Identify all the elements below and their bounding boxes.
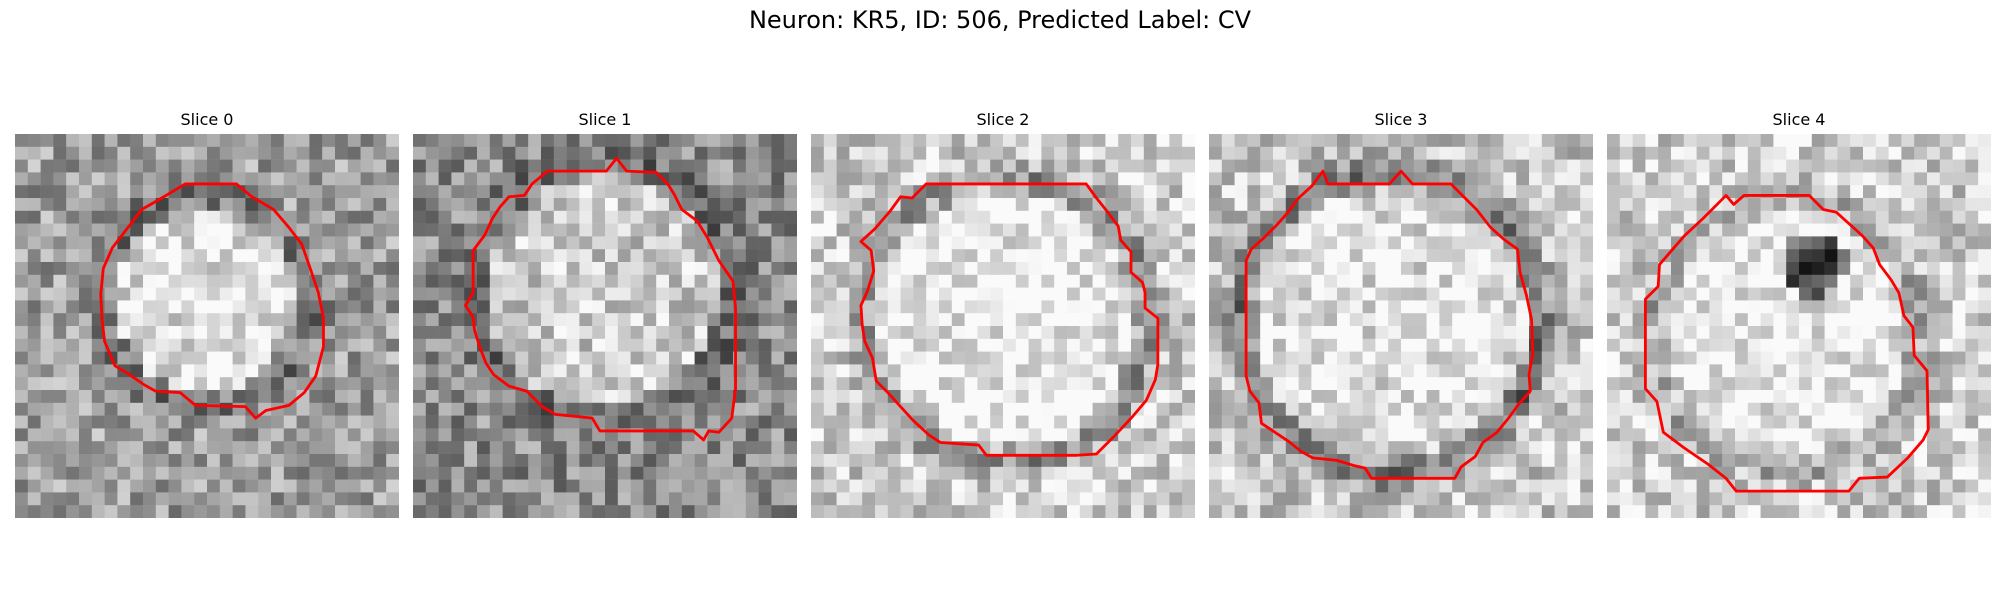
grayscale-pixels: [413, 134, 797, 518]
grayscale-pixels: [15, 134, 399, 518]
grayscale-pixels: [1209, 134, 1593, 518]
roi-contour: [859, 182, 1160, 457]
roi-contour: [1643, 194, 1930, 493]
slice-panel-4: Slice 4: [1607, 110, 1991, 518]
slice-image: [1607, 134, 1991, 518]
roi-contour: [464, 156, 737, 442]
slice-title: Slice 3: [1374, 110, 1428, 129]
figure-title: Neuron: KR5, ID: 506, Predicted Label: C…: [748, 6, 1252, 34]
slice-image: [811, 134, 1195, 518]
slice-panel-2: Slice 2: [811, 110, 1195, 518]
slice-panel-0: Slice 0: [15, 110, 399, 518]
slice-title: Slice 2: [976, 110, 1030, 129]
grayscale-pixels: [1607, 134, 1991, 518]
roi-contour: [1244, 169, 1535, 480]
slice-image: [1209, 134, 1593, 518]
slice-panel-1: Slice 1: [413, 110, 797, 518]
roi-contour: [99, 182, 325, 420]
slice-title: Slice 4: [1772, 110, 1826, 129]
slice-image: [413, 134, 797, 518]
grayscale-pixels: [811, 134, 1195, 518]
slice-title: Slice 1: [578, 110, 632, 129]
slice-title: Slice 0: [180, 110, 234, 129]
slice-image: [15, 134, 399, 518]
slice-panel-3: Slice 3: [1209, 110, 1593, 518]
